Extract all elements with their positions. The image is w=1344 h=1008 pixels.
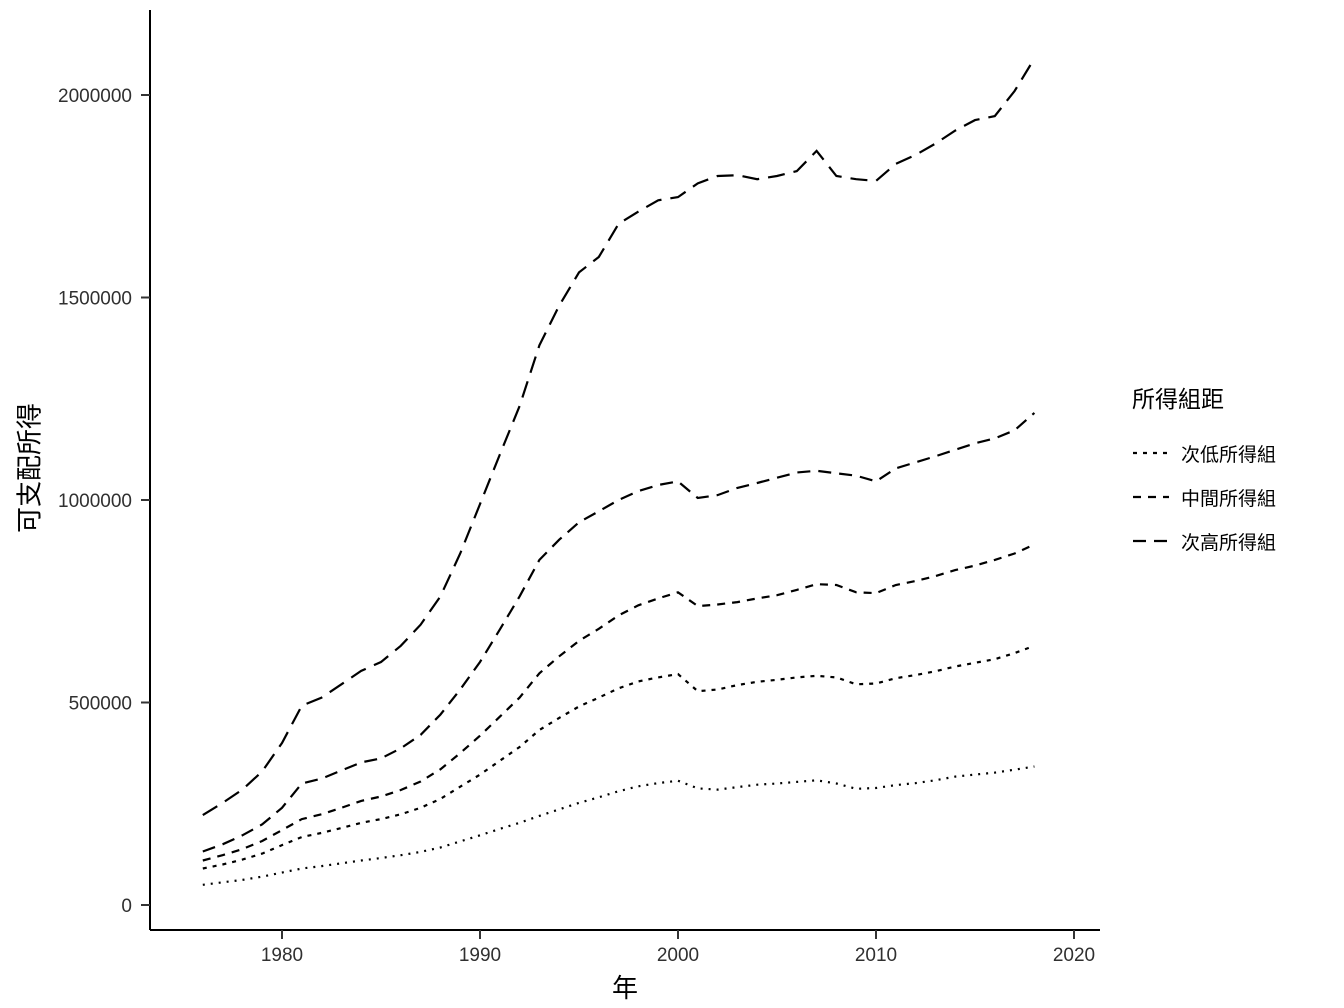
legend-key (1133, 495, 1169, 499)
series-line-2 (202, 543, 1035, 862)
legend-label: 次高所得組 (1181, 532, 1277, 554)
x-tick-label: 1980 (261, 945, 303, 966)
series-line-0 (202, 765, 1035, 886)
legend-label: 次低所得組 (1181, 444, 1277, 466)
series-line-1 (202, 644, 1035, 870)
legend-title: 所得組距 (1132, 386, 1224, 412)
series-line-3 (202, 412, 1036, 853)
legend-key (1133, 539, 1169, 543)
legend-entry: 次高所得組 (1132, 526, 1276, 556)
series-line-4 (202, 57, 1036, 817)
x-tick-label: 2020 (1053, 945, 1095, 966)
y-tick-label: 1000000 (58, 491, 132, 512)
legend: 所得組距 次低所得組 中間所得組 次高所得組 (1132, 380, 1276, 570)
y-tick-label: 2000000 (58, 86, 132, 107)
y-axis-title: 可支配所得 (14, 402, 45, 534)
x-axis-title: 年 (611, 973, 638, 1003)
legend-label: 中間所得組 (1181, 488, 1277, 510)
y-tick-label: 500000 (69, 694, 132, 715)
y-tick-label: 0 (121, 896, 132, 917)
legend-entry: 次低所得組 (1132, 438, 1276, 468)
legend-key (1133, 451, 1169, 455)
x-tick-label: 2010 (855, 945, 897, 966)
x-tick-label: 1990 (459, 945, 501, 966)
legend-entry: 中間所得組 (1132, 482, 1276, 512)
y-tick-label: 1500000 (58, 289, 132, 310)
x-tick-label: 2000 (657, 945, 699, 966)
